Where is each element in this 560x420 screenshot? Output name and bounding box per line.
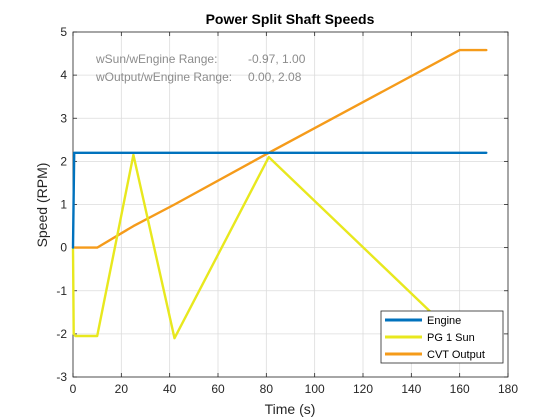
legend-label-pg1-sun: PG 1 Sun <box>427 332 475 344</box>
x-tick-label: 60 <box>211 382 225 396</box>
y-tick-label: 0 <box>60 241 67 255</box>
series-line-cvt-output <box>71 48 488 249</box>
y-tick-label: -1 <box>56 284 67 298</box>
x-axis-label: Time (s) <box>265 401 316 417</box>
y-tick-label: 5 <box>60 25 67 39</box>
legend-label-engine: Engine <box>427 315 461 327</box>
y-tick-label: 2 <box>60 154 67 168</box>
x-tick-label: 120 <box>353 382 373 396</box>
y-tick-label: -3 <box>56 370 67 384</box>
y-tick-label: -2 <box>56 327 67 341</box>
chart-title: Power Split Shaft Speeds <box>206 11 375 27</box>
legend-label-cvt-output: CVT Output <box>427 349 485 361</box>
x-tick-label: 180 <box>498 382 518 396</box>
series-layer <box>71 48 488 340</box>
axis-ticks <box>72 31 509 378</box>
annotation-output-value: 0.00, 2.08 <box>248 70 302 84</box>
x-tick-label: 80 <box>260 382 274 396</box>
legend: Engine PG 1 Sun CVT Output <box>380 310 504 364</box>
x-tick-label: 100 <box>305 382 325 396</box>
y-axis-label: Speed (RPM) <box>34 163 50 248</box>
series-line-pg-1-sun <box>71 153 437 340</box>
annotation-sun-label: wSun/wEngine Range: <box>95 52 217 66</box>
x-tick-label: 0 <box>70 382 77 396</box>
y-tick-label: 1 <box>60 198 67 212</box>
x-tick-label: 40 <box>163 382 177 396</box>
y-tick-label: 4 <box>60 68 67 82</box>
series-line-engine <box>71 151 488 249</box>
annotation-sun-value: -0.97, 1.00 <box>248 52 306 66</box>
x-tick-label: 20 <box>115 382 129 396</box>
x-tick-label: 140 <box>401 382 421 396</box>
y-tick-label: 3 <box>60 111 67 125</box>
x-tick-label: 160 <box>450 382 470 396</box>
annotation-output-label: wOutput/wEngine Range: <box>95 70 232 84</box>
